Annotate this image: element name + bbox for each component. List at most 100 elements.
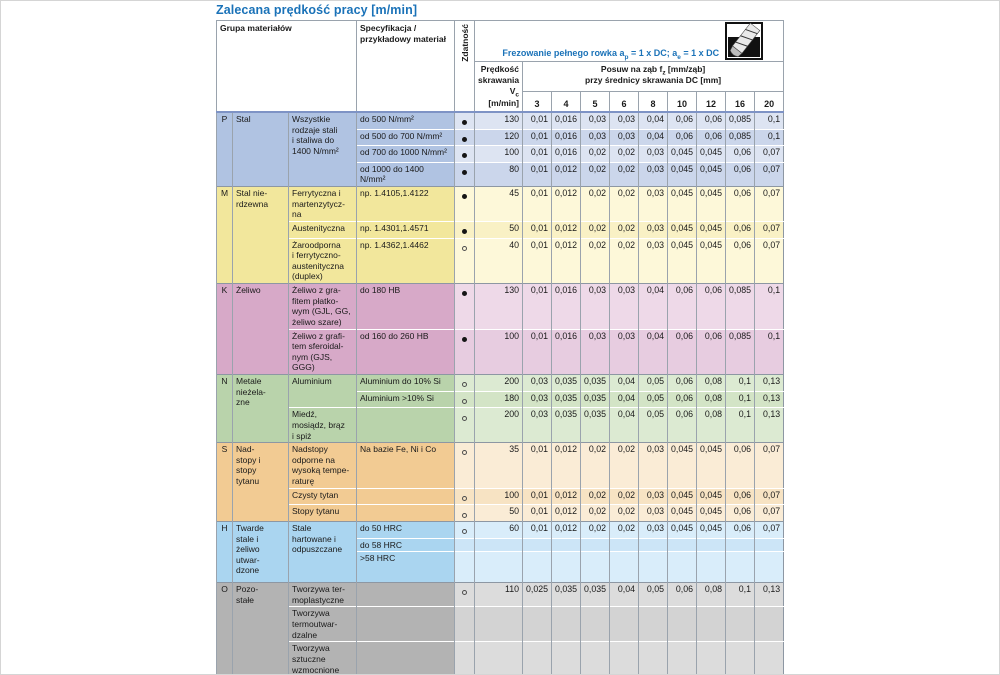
feed-value-cell — [551, 606, 581, 642]
feed-value-cell: 0,01 — [522, 161, 552, 187]
feed-value-cell: 0,02 — [609, 145, 639, 163]
material-name: Tworzywa sztuczne wzmocnione włóknami TW… — [287, 641, 357, 674]
feed-value-cell: 0,07 — [754, 237, 784, 284]
feed-value-cell: 0,02 — [580, 220, 610, 238]
feed-value-cell: 0,02 — [609, 237, 639, 284]
feed-value-cell: 0,1 — [754, 128, 784, 146]
feed-value-cell: 0,03 — [609, 328, 639, 375]
material-group-name: Stal nie- rdzewna — [232, 186, 289, 284]
suitability-cell — [454, 551, 475, 583]
cutting-speed-cell: 35 — [474, 442, 523, 489]
operation-label: Frezowanie pełnego rowka ap = 1 x DC; ae… — [502, 48, 720, 61]
feed-value-cell: 0,03 — [580, 328, 610, 375]
feed-value-cell: 0,04 — [638, 283, 668, 329]
material-name: Czysty tytan — [287, 487, 357, 505]
feed-value-cell: 0,02 — [609, 442, 639, 489]
feed-value-cell: 0,012 — [551, 220, 581, 238]
suitability-cell — [454, 520, 475, 538]
cutting-speed-cell: 100 — [474, 487, 523, 505]
feed-value-cell: 0,016 — [551, 145, 581, 163]
feed-value-cell — [754, 551, 784, 583]
feed-value-cell — [609, 641, 639, 674]
feed-value-cell — [638, 551, 668, 583]
feed-value-cell: 0,13 — [754, 407, 784, 443]
feed-value-cell: 0,1 — [725, 407, 755, 443]
feed-value-cell: 0,02 — [580, 442, 610, 489]
feed-value-cell: 0,012 — [551, 237, 581, 284]
feed-value-cell: 0,04 — [638, 328, 668, 375]
feed-value-cell: 0,07 — [754, 145, 784, 163]
table-row: Tworzywa sztuczne wzmocnione włóknami TW… — [217, 641, 784, 674]
feed-value-cell: 0,03 — [638, 487, 668, 505]
feed-value-cell — [754, 606, 784, 642]
suitability-cell — [454, 537, 475, 552]
cutting-speed-cell: 50 — [474, 504, 523, 522]
feed-value-cell: 0,03 — [638, 442, 668, 489]
material-spec: do 180 HB — [356, 283, 455, 329]
material-name: Stale hartowane i odpuszczane — [287, 520, 357, 583]
material-spec: od 1000 do 1400 N/mm² — [356, 161, 455, 187]
feed-value-cell: 0,035 — [580, 407, 610, 443]
rating-excellent-icon — [462, 120, 468, 126]
table-row: od 1000 do 1400 N/mm² 80 0,01 0,012 0,02 0,02… — [217, 161, 784, 187]
feed-value-cell: 0,025 — [522, 582, 552, 607]
material-spec: do 500 N/mm² — [356, 111, 455, 129]
feed-value-cell: 0,012 — [551, 161, 581, 187]
material-name: Tworzywa ter- moplastyczne — [287, 582, 357, 607]
feed-value-cell: 0,04 — [609, 407, 639, 443]
feed-value-cell: 0,06 — [725, 161, 755, 187]
table-row: H Twarde stale i żeliwo utwar- dzone Stale… — [216, 520, 784, 583]
feed-value-cell: 0,045 — [696, 504, 726, 522]
feed-value-cell: 0,04 — [609, 374, 639, 392]
feed-value-cell: 0,07 — [754, 186, 784, 222]
table-row: O Pozo- stałe Tworzywa ter- moplastyczne 11… — [216, 582, 784, 674]
feed-value-cell — [754, 537, 784, 552]
feed-value-cell — [522, 641, 552, 674]
rating-excellent-icon — [462, 291, 468, 297]
feed-value-cell: 0,02 — [609, 186, 639, 222]
feed-value-cell — [725, 551, 755, 583]
material-name: Stopy tytanu — [287, 504, 357, 522]
feed-value-cell: 0,045 — [696, 520, 726, 538]
feed-value-cell: 0,1 — [725, 390, 755, 408]
feed-value-cell: 0,13 — [754, 582, 784, 607]
feed-value-cell — [580, 537, 610, 552]
feed-value-cell: 0,01 — [522, 237, 552, 284]
cutting-speed-cell: 100 — [474, 145, 523, 163]
material-group-name: Twarde stale i żeliwo utwar- dzone — [232, 520, 289, 583]
feed-value-cell: 0,05 — [638, 582, 668, 607]
material-spec: np. 1.4362,1.4462 — [356, 237, 455, 284]
feed-value-cell: 0,06 — [725, 237, 755, 284]
rating-excellent-icon — [462, 136, 468, 142]
material-group-code: K — [216, 283, 233, 375]
material-spec — [356, 504, 455, 522]
feed-value-cell: 0,08 — [696, 582, 726, 607]
feed-value-cell: 0,035 — [551, 374, 581, 392]
feed-value-cell — [725, 537, 755, 552]
feed-value-cell: 0,05 — [638, 390, 668, 408]
feed-value-cell: 0,012 — [551, 442, 581, 489]
rating-good-icon — [462, 512, 468, 518]
rating-good-icon — [462, 590, 468, 596]
feed-value-cell: 0,03 — [638, 504, 668, 522]
feed-value-cell: 0,01 — [522, 145, 552, 163]
feed-value-cell: 0,04 — [609, 582, 639, 607]
feed-value-cell: 0,01 — [522, 111, 552, 129]
feed-value-cell — [522, 537, 552, 552]
col-header-diameter: 4 — [551, 90, 582, 113]
feed-value-cell: 0,06 — [696, 111, 726, 129]
material-name: Żaroodporna i ferrytyczno- austenityczna… — [287, 237, 357, 284]
feed-value-cell: 0,045 — [696, 145, 726, 163]
rating-excellent-icon — [462, 229, 468, 235]
feed-value-cell: 0,1 — [754, 328, 784, 375]
feed-value-cell: 0,03 — [522, 390, 552, 408]
feed-value-cell: 0,035 — [580, 582, 610, 607]
suitability-cell — [454, 220, 475, 238]
feed-value-cell: 0,06 — [667, 582, 697, 607]
col-header-cutting-speed: Prędkość skrawania Vc [m/min] — [474, 60, 524, 113]
rating-good-icon — [462, 415, 468, 421]
feed-value-cell: 0,035 — [551, 582, 581, 607]
feed-value-cell: 0,045 — [667, 520, 697, 538]
feed-value-cell — [609, 551, 639, 583]
material-group-code: N — [216, 373, 233, 443]
